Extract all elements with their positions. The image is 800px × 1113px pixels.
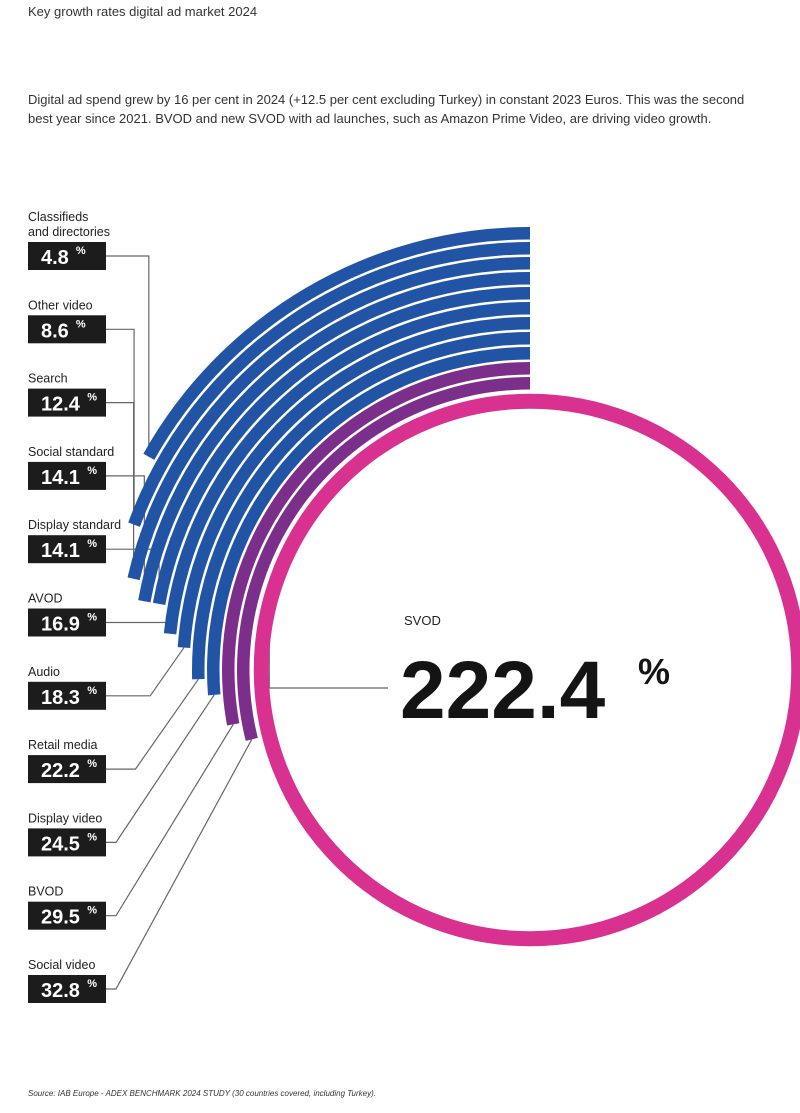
value-box-search <box>28 388 106 417</box>
value-pct-classifieds-and-directories: % <box>76 245 86 257</box>
ring-avod <box>163 302 530 635</box>
leader-retail-media <box>106 678 199 770</box>
leader-audio <box>106 647 185 697</box>
leader-social-video <box>106 739 253 990</box>
value-avod: 16.9 <box>41 614 80 636</box>
value-audio: 18.3 <box>41 687 80 709</box>
highlight-percent: % <box>638 651 670 692</box>
source-note: Source: IAB Europe - ADEX BENCHMARK 2024… <box>28 1089 376 1098</box>
value-box-social-video <box>28 975 106 1003</box>
leader-search <box>106 402 135 579</box>
chart-description: Digital ad spend grew by 16 per cent in … <box>28 92 745 126</box>
value-box-audio <box>28 681 106 710</box>
label-classifieds-and-directories-line-2: and directories <box>28 225 110 239</box>
ring-display-standard <box>152 287 530 605</box>
value-box-other-video <box>28 315 106 344</box>
value-pct-avod: % <box>87 612 97 624</box>
ring-other-video <box>128 242 531 527</box>
label-display-video: Display video <box>28 811 102 825</box>
highlight-label: SVOD <box>404 613 441 628</box>
label-classifieds-and-directories-line-1: Classifieds <box>28 210 88 224</box>
value-box-classifieds-and-directories <box>28 242 106 270</box>
label-social-standard: Social standard <box>28 445 114 459</box>
label-social-video: Social video <box>28 958 95 972</box>
value-box-bvod <box>28 901 106 930</box>
value-pct-social-standard: % <box>87 465 97 477</box>
ring-bars <box>127 227 800 947</box>
label-display-standard: Display standard <box>28 518 121 532</box>
label-bvod: BVOD <box>28 885 63 899</box>
value-search: 12.4 <box>41 394 81 416</box>
value-pct-search: % <box>87 392 97 404</box>
ring-search <box>127 257 530 581</box>
value-other-video: 8.6 <box>41 320 69 342</box>
value-bvod: 29.5 <box>41 907 80 929</box>
ring-svod <box>253 393 800 947</box>
page-title: Key growth rates digital ad market 2024 <box>28 4 258 19</box>
highlight-value: 222.4 <box>400 645 606 736</box>
label-audio: Audio <box>28 665 60 679</box>
ring-classifieds-and-directories <box>143 227 531 460</box>
value-pct-audio: % <box>87 685 97 697</box>
leader-svod <box>268 628 388 689</box>
value-pct-display-standard: % <box>87 538 97 550</box>
label-other-video: Other video <box>28 298 93 312</box>
value-box-avod <box>28 608 106 637</box>
leader-classifieds-and-directories <box>106 255 150 457</box>
label-retail-media: Retail media <box>28 738 98 752</box>
value-pct-display-video: % <box>87 831 97 843</box>
leader-other-video <box>106 328 135 525</box>
value-display-standard: 14.1 <box>41 540 80 562</box>
value-box-retail-media <box>28 755 106 784</box>
label-avod: AVOD <box>28 592 63 606</box>
value-classifieds-and-directories: 4.8 <box>41 247 69 269</box>
value-box-display-video <box>28 828 106 857</box>
value-retail-media: 22.2 <box>41 760 80 782</box>
value-pct-social-video: % <box>87 978 97 990</box>
leader-avod <box>106 621 171 634</box>
value-pct-other-video: % <box>76 318 86 330</box>
value-box-display-standard <box>28 535 106 564</box>
value-box-social-standard <box>28 461 106 490</box>
leader-bvod <box>106 724 234 917</box>
value-social-video: 32.8 <box>41 980 80 1002</box>
leader-display-video <box>106 694 215 844</box>
label-search: Search <box>28 372 68 386</box>
value-pct-bvod: % <box>87 905 97 917</box>
value-display-video: 24.5 <box>41 833 80 855</box>
value-pct-retail-media: % <box>87 758 97 770</box>
value-social-standard: 14.1 <box>41 467 80 489</box>
ring-social-standard <box>138 272 530 603</box>
